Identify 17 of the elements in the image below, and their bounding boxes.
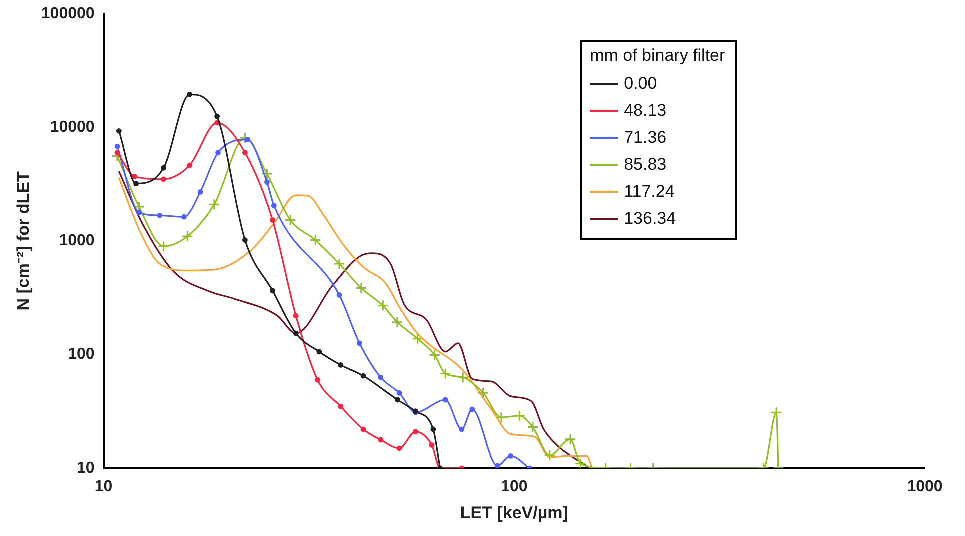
x-tick-label: 100 xyxy=(501,478,528,496)
legend-label: 48.13 xyxy=(624,100,667,120)
x-axis-title: LET [keV/µm] xyxy=(460,503,568,522)
x-tick-label: 1000 xyxy=(907,478,943,496)
legend-label: 117.24 xyxy=(624,182,675,202)
legend-label: 136.34 xyxy=(624,208,676,228)
y-tick-label: 1000 xyxy=(59,232,95,250)
y-tick-label: 100 xyxy=(68,346,95,364)
y-tick-label: 100000 xyxy=(41,5,95,22)
legend-label: 85.83 xyxy=(624,154,667,174)
y-axis-title: N [cm⁻²] for dLET xyxy=(14,171,33,311)
x-tick-label: 10 xyxy=(94,478,113,496)
legend-title: mm of binary filter xyxy=(590,46,726,66)
legend-label: 0.00 xyxy=(624,74,658,94)
y-tick-label: 10 xyxy=(76,460,95,477)
legend-label: 71.36 xyxy=(624,128,667,148)
y-tick-label: 10000 xyxy=(50,119,95,136)
